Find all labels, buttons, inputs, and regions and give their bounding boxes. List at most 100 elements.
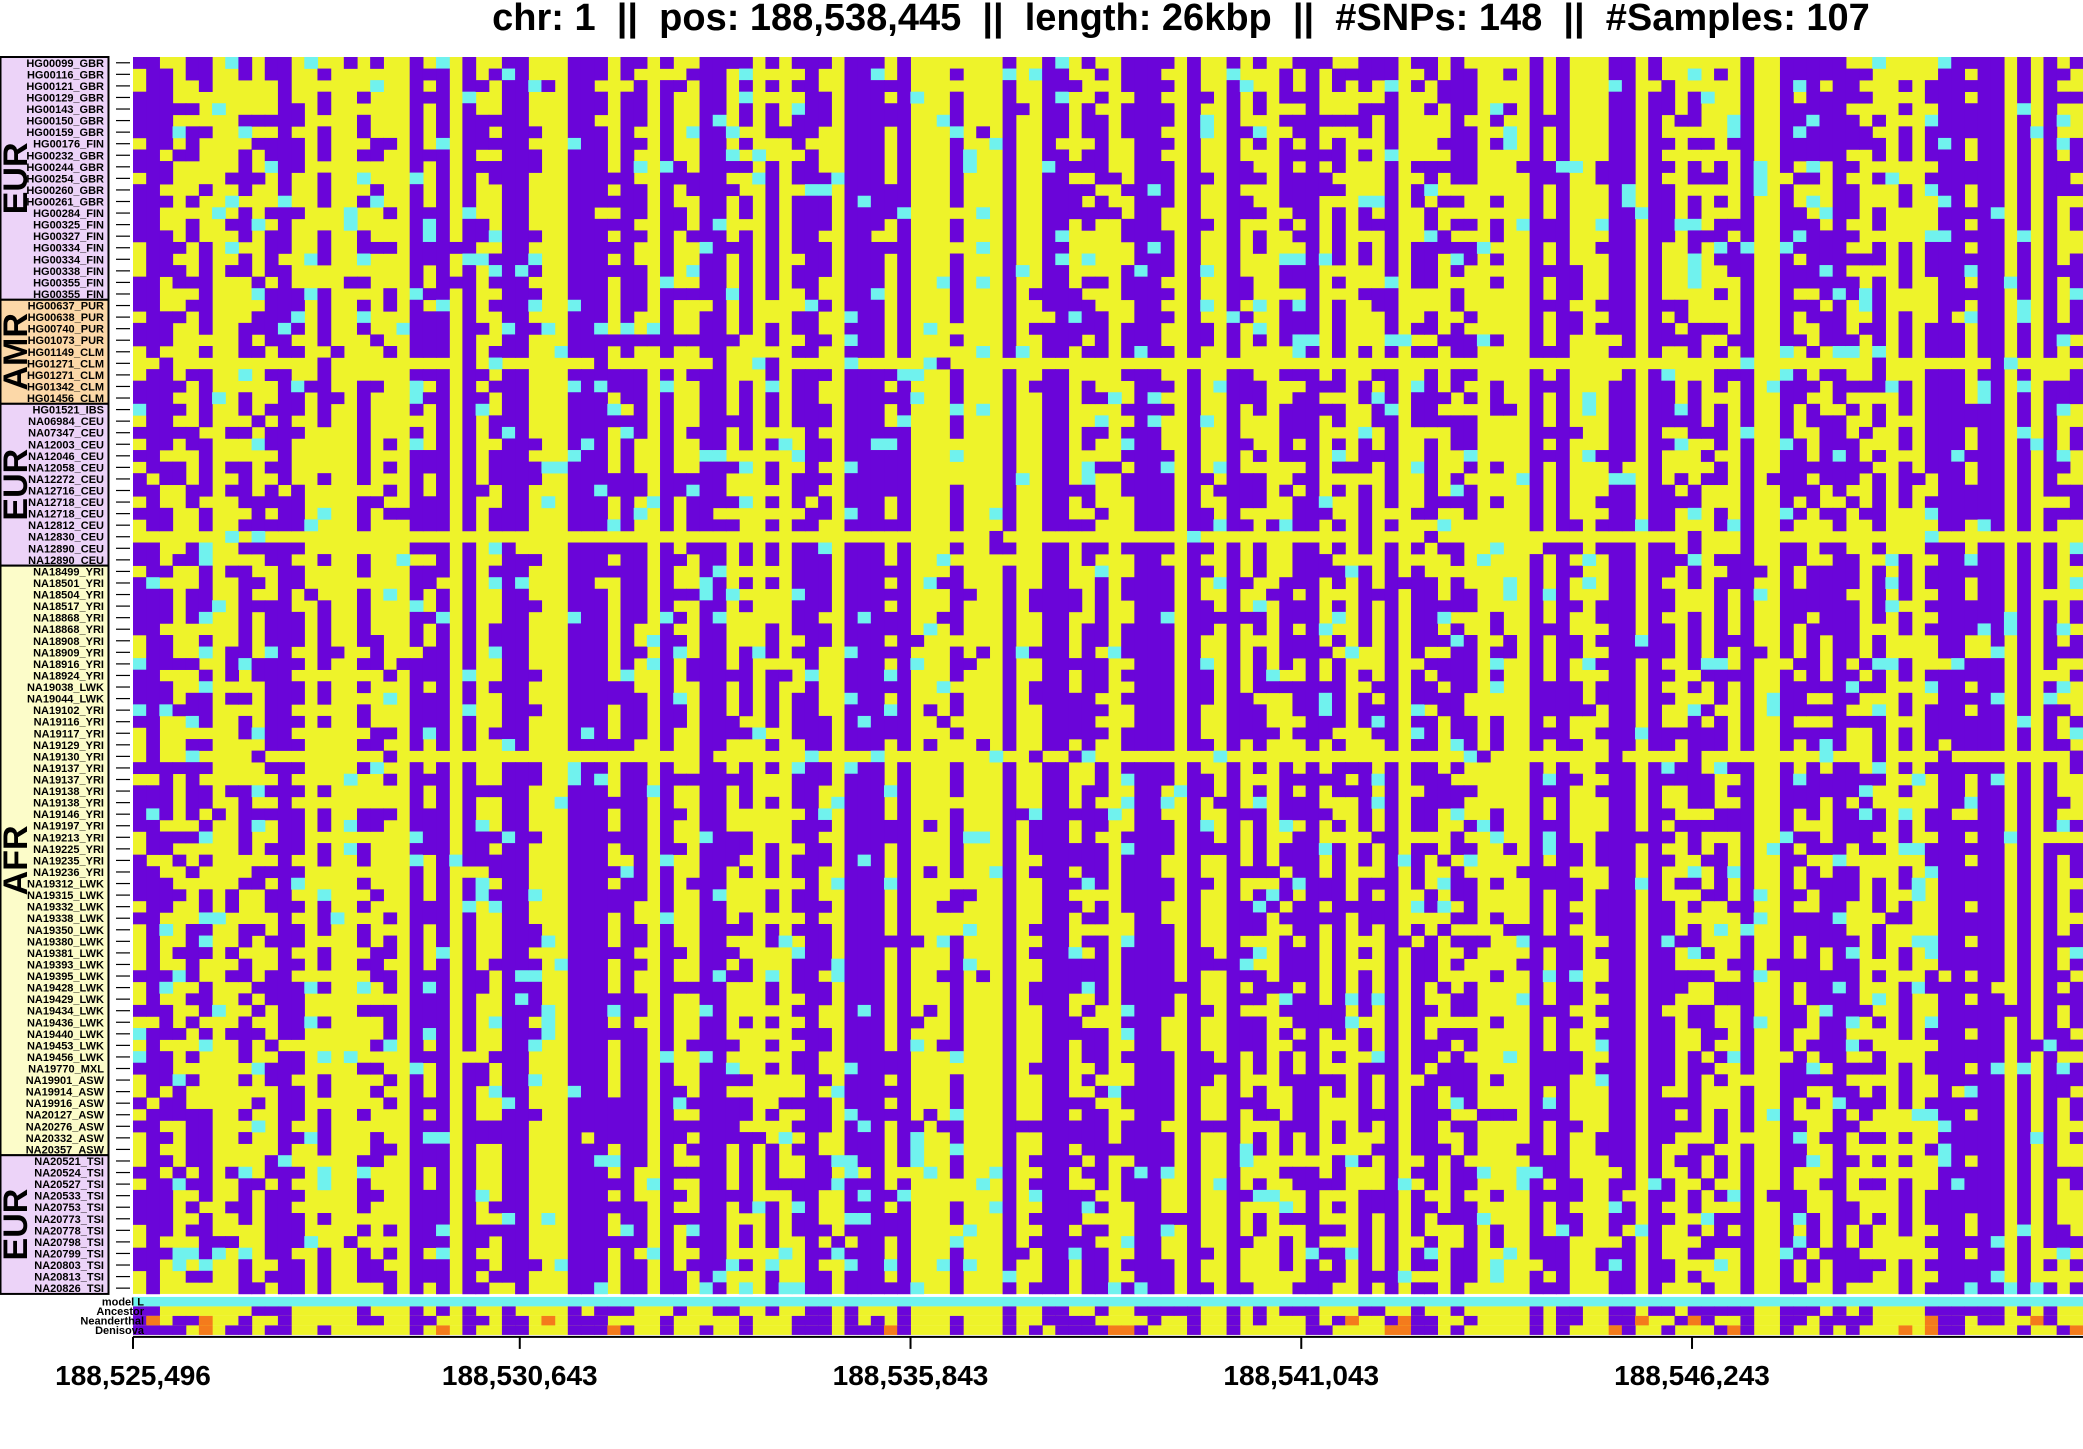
genotype-cell: [1252, 1132, 1267, 1156]
genotype-cell: [884, 241, 898, 254]
genotype-cell: [1239, 1143, 1254, 1168]
genotype-cell: [1977, 623, 1992, 636]
genotype-cell: [1938, 207, 1952, 231]
genotype-cell: [2043, 1039, 2058, 1052]
genotype-cell: [686, 1213, 701, 1225]
genotype-cell: [277, 542, 292, 751]
genotype-cell: [1779, 438, 1794, 451]
genotype-cell: [225, 947, 240, 959]
genotype-cell: [1384, 519, 1399, 532]
ancestor-cell: [1977, 1306, 1992, 1316]
genotype-cell: [870, 450, 885, 532]
genotype-cell: [1951, 57, 1966, 312]
genotype-cell: [462, 877, 477, 902]
genotype-cell: [1252, 611, 1267, 636]
genotype-cell: [1411, 924, 1425, 936]
genotype-cell: [1028, 68, 1043, 81]
genotype-cell: [291, 866, 305, 879]
ancestor-cell: [264, 1306, 279, 1316]
genotype-cell: [884, 588, 898, 601]
genotype-cell: [1990, 658, 2005, 694]
genotype-cell: [185, 831, 200, 844]
genotype-cell: [1279, 218, 1294, 231]
genotype-cell: [580, 1143, 595, 1295]
genotype-cell: [1490, 970, 1504, 983]
genotype-cell: [1964, 981, 1979, 994]
genotype-cell: [1134, 762, 1149, 1168]
genotype-cell: [1318, 496, 1333, 509]
genotype-cell: [133, 403, 147, 416]
genotype-cell: [1674, 970, 1689, 994]
genotype-cell: [1924, 843, 1939, 867]
genotype-cell: [949, 565, 964, 636]
denisova-cell: [1305, 1325, 1320, 1335]
genotype-cell: [2069, 981, 2083, 1029]
genotype-cell: [1108, 646, 1122, 659]
genotype-cell: [238, 519, 253, 532]
genotype-cell: [1490, 658, 1504, 670]
genotype-cell: [2056, 403, 2071, 416]
genotype-cell: [370, 1189, 384, 1202]
genotype-cell: [1252, 1085, 1267, 1121]
genotype-cell: [1292, 334, 1307, 358]
genotype-cell: [1450, 635, 1465, 647]
genotype-cell: [1845, 958, 1860, 1017]
genotype-cell: [1635, 519, 1649, 532]
genotype-cell: [804, 750, 819, 763]
genotype-cell: [791, 311, 806, 335]
genotype-cell: [225, 426, 240, 439]
genotype-cell: [791, 1201, 806, 1214]
genotype-cell: [251, 288, 266, 301]
genotype-cell: [317, 172, 332, 208]
genotype-cell: [765, 739, 780, 751]
genotype-cell: [488, 1016, 503, 1029]
genotype-cell: [936, 900, 951, 913]
genotype-cell: [1108, 172, 1122, 185]
genotype-cell: [1160, 611, 1175, 624]
genotype-cell: [1411, 461, 1425, 474]
genotype-cell: [2056, 843, 2071, 855]
genotype-cell: [923, 1004, 938, 1017]
genotype-cell: [791, 773, 806, 809]
genotype-cell: [1648, 1178, 1662, 1191]
genotype-cell: [1687, 380, 1702, 439]
genotype-cell: [185, 715, 200, 728]
genotype-cell: [1885, 577, 1900, 590]
sample-label: HG00637_PUR: [28, 301, 104, 313]
genotype-cell: [1924, 1259, 1939, 1272]
genotype-cell: [1081, 346, 1096, 358]
neanderthal-cell: [1081, 1315, 1096, 1326]
genotype-cell: [818, 542, 832, 555]
genotype-cell: [1252, 704, 1267, 751]
genotype-cell: [356, 658, 371, 670]
genotype-cell: [910, 635, 925, 647]
genotype-cell: [1819, 739, 1834, 763]
genotype-cell: [409, 172, 424, 185]
genotype-cell: [1411, 184, 1425, 208]
genotype-cell: [1147, 57, 1162, 185]
genotype-cell: [818, 1247, 832, 1260]
genotype-cell: [1358, 288, 1373, 301]
genotype-cell: [1450, 1247, 1465, 1295]
genotype-cell: [1924, 600, 1939, 613]
denisova-cell: [897, 1325, 911, 1335]
genotype-cell: [580, 762, 595, 1133]
genotype-cell: [501, 762, 516, 832]
genotype-cell: [1951, 322, 1966, 358]
genotype-cell: [422, 727, 437, 740]
genotype-cell: [1305, 1166, 1320, 1248]
genotype-cell: [844, 311, 859, 324]
genotype-cell: [884, 1259, 898, 1272]
genotype-cell: [1951, 1189, 1966, 1295]
genotype-cell: [515, 276, 529, 358]
genotype-cell: [1358, 970, 1373, 1017]
genotype-cell: [198, 565, 213, 613]
genotype-cell: [857, 727, 872, 751]
denisova-cell: [436, 1325, 450, 1335]
genotype-cell: [1885, 600, 1900, 613]
genotype-cell: [857, 1178, 872, 1191]
genotype-cell: [528, 80, 543, 92]
neanderthal-cell: [541, 1315, 556, 1326]
genotype-cell: [1200, 322, 1215, 347]
genotype-cell: [791, 161, 806, 185]
